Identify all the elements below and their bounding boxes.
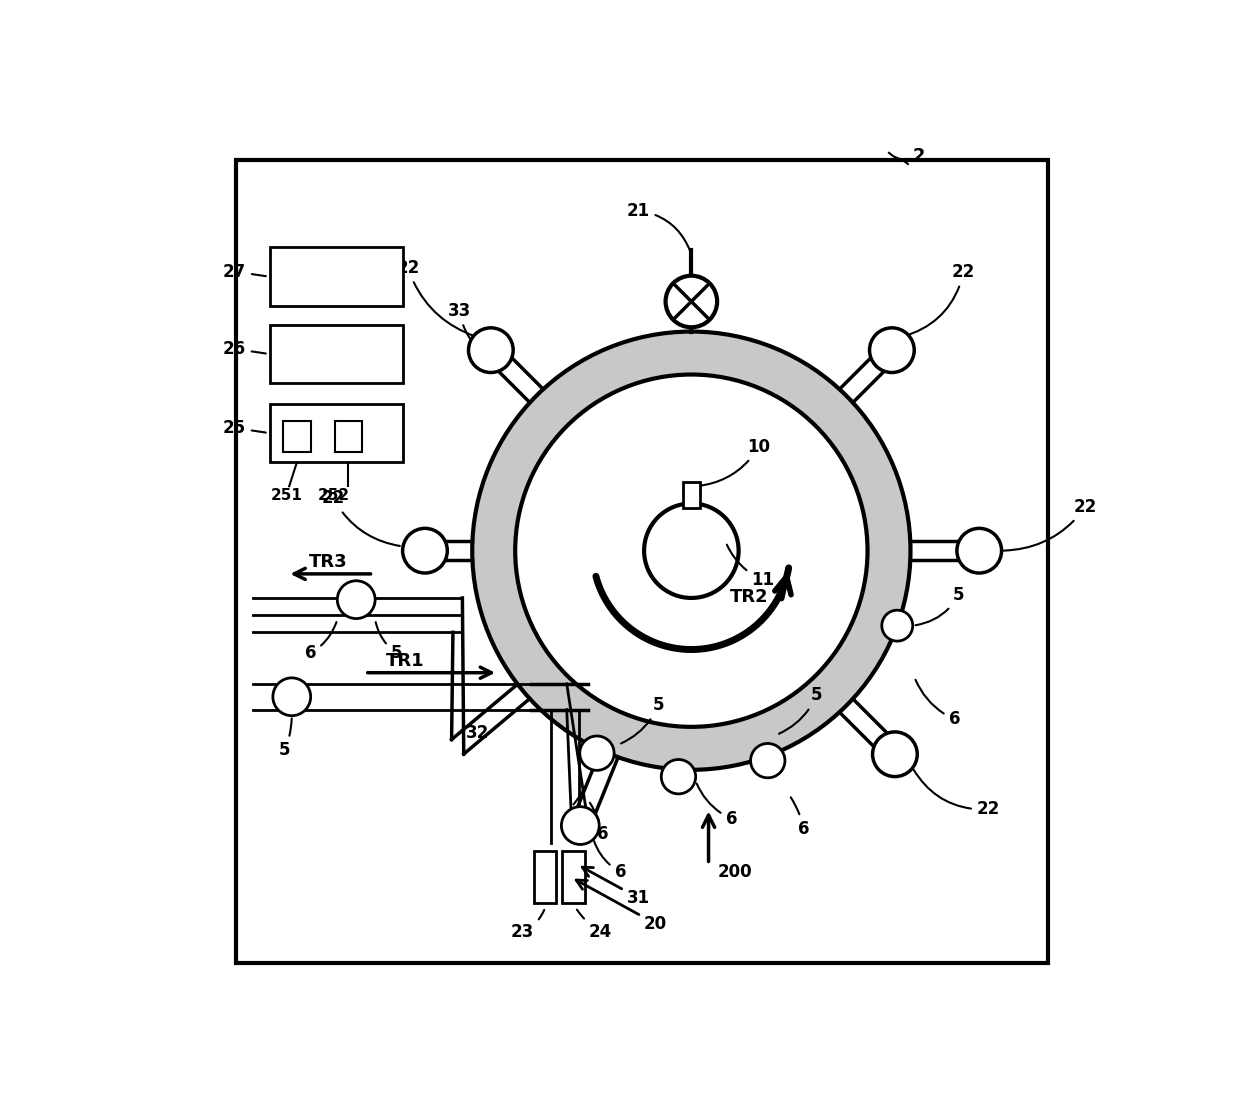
Bar xyxy=(563,852,585,903)
Circle shape xyxy=(580,735,614,770)
Text: 5: 5 xyxy=(621,696,665,743)
Text: 5: 5 xyxy=(573,756,600,805)
Bar xyxy=(270,325,403,383)
Circle shape xyxy=(661,760,696,793)
Circle shape xyxy=(644,503,739,598)
Text: 2: 2 xyxy=(913,147,925,165)
Text: 22: 22 xyxy=(1003,498,1097,550)
Text: 6: 6 xyxy=(791,797,810,838)
Bar xyxy=(283,421,311,452)
Circle shape xyxy=(273,677,311,715)
Circle shape xyxy=(337,580,376,618)
Bar xyxy=(534,852,557,903)
Text: 5: 5 xyxy=(915,586,965,625)
Text: 22: 22 xyxy=(322,490,399,546)
Text: 20: 20 xyxy=(577,881,667,933)
Circle shape xyxy=(957,528,1002,573)
Text: 11: 11 xyxy=(727,545,775,589)
Circle shape xyxy=(472,331,910,770)
Circle shape xyxy=(666,276,717,327)
Circle shape xyxy=(403,528,448,573)
Circle shape xyxy=(469,328,513,373)
Bar xyxy=(335,421,362,452)
Text: 32: 32 xyxy=(466,724,490,742)
Text: 25: 25 xyxy=(223,418,265,437)
Text: 24: 24 xyxy=(577,910,611,942)
Text: 6: 6 xyxy=(697,783,738,828)
Text: 23: 23 xyxy=(511,910,544,942)
Bar xyxy=(270,404,403,462)
Text: 26: 26 xyxy=(223,340,265,358)
Text: 31: 31 xyxy=(583,867,650,907)
Circle shape xyxy=(750,743,785,778)
Text: 22: 22 xyxy=(397,259,475,336)
Text: 22: 22 xyxy=(903,263,976,337)
Circle shape xyxy=(869,328,914,373)
Text: TR1: TR1 xyxy=(387,652,425,670)
Text: TR2: TR2 xyxy=(730,588,769,606)
Circle shape xyxy=(515,375,868,727)
Text: TR3: TR3 xyxy=(309,554,347,571)
Text: 5: 5 xyxy=(279,719,291,759)
Text: 200: 200 xyxy=(717,864,751,882)
Text: 27: 27 xyxy=(223,262,265,280)
Text: 251: 251 xyxy=(270,488,303,503)
Text: 21: 21 xyxy=(627,202,691,251)
Circle shape xyxy=(562,807,599,845)
Bar xyxy=(683,482,699,508)
Circle shape xyxy=(882,610,913,641)
Text: 5: 5 xyxy=(779,686,822,733)
Circle shape xyxy=(873,732,918,777)
Text: 33: 33 xyxy=(448,301,501,362)
Bar xyxy=(270,248,403,306)
Text: 252: 252 xyxy=(317,488,350,503)
Text: 10: 10 xyxy=(698,437,770,485)
Text: 5: 5 xyxy=(376,622,402,662)
Text: 6: 6 xyxy=(594,841,626,882)
Text: 22: 22 xyxy=(914,770,999,818)
Text: 6: 6 xyxy=(590,802,609,843)
Text: 6: 6 xyxy=(915,680,960,729)
Text: 6: 6 xyxy=(305,622,336,662)
